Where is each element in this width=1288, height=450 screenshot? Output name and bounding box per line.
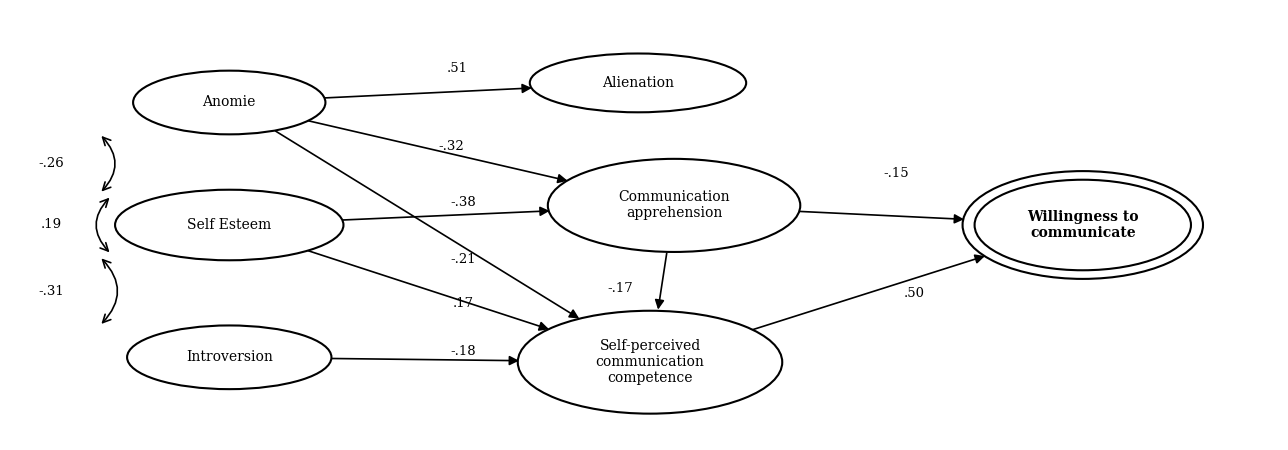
- Text: Anomie: Anomie: [202, 95, 256, 109]
- Ellipse shape: [547, 159, 800, 252]
- Text: .17: .17: [453, 297, 474, 310]
- Text: -.31: -.31: [39, 285, 64, 298]
- Text: Alienation: Alienation: [601, 76, 674, 90]
- Ellipse shape: [115, 190, 344, 260]
- Text: .51: .51: [447, 62, 468, 75]
- Text: -.26: -.26: [39, 157, 64, 170]
- Text: .19: .19: [41, 219, 62, 231]
- Text: -.18: -.18: [451, 345, 477, 358]
- Text: -.17: -.17: [607, 282, 632, 295]
- Text: Willingness to
communicate: Willingness to communicate: [1027, 210, 1139, 240]
- Text: Communication
apprehension: Communication apprehension: [618, 190, 730, 220]
- Text: -.32: -.32: [439, 140, 465, 153]
- Ellipse shape: [962, 171, 1203, 279]
- Ellipse shape: [975, 180, 1191, 270]
- Text: Introversion: Introversion: [185, 350, 273, 365]
- Text: -.38: -.38: [451, 196, 477, 209]
- Ellipse shape: [133, 71, 326, 135]
- Text: Self Esteem: Self Esteem: [187, 218, 272, 232]
- Text: Self-perceived
communication
competence: Self-perceived communication competence: [595, 339, 705, 385]
- Text: -.15: -.15: [884, 166, 909, 180]
- Text: -.21: -.21: [451, 253, 477, 266]
- Ellipse shape: [128, 325, 331, 389]
- Text: .50: .50: [904, 287, 925, 300]
- Ellipse shape: [529, 54, 746, 112]
- Ellipse shape: [518, 311, 782, 414]
